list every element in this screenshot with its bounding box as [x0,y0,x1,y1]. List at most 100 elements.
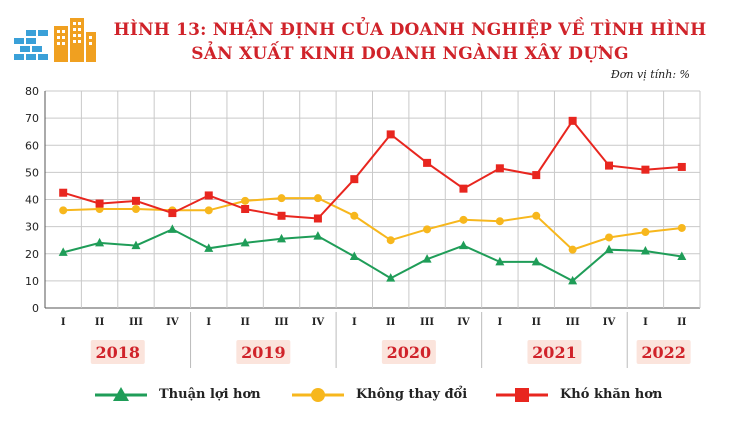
year-label-bg [527,340,582,364]
data-point-thuan-loi-hon [240,237,250,247]
data-point-thuan-loi-hon [349,251,359,260]
data-point-thuan-loi-hon [167,224,177,233]
data-point-khong-thay-doi [59,206,68,215]
y-tick-label: 50 [25,166,39,179]
year-label: 2021 [532,343,577,362]
x-tick-label: II [532,317,542,328]
data-point-khong-thay-doi [313,194,322,203]
data-point-kho-khan-hon [277,211,286,220]
data-point-kho-khan-hon [59,188,68,197]
data-point-thuan-loi-hon [204,243,214,252]
x-tick-label: IV [457,317,470,328]
x-tick-label: III [420,317,434,328]
x-tick-label: I [206,317,211,328]
legend-item: Không thay đổi [290,384,467,404]
data-point-kho-khan-hon [350,175,359,184]
y-tick-label: 30 [25,221,39,234]
data-point-kho-khan-hon [131,196,140,205]
x-tick-label: II [240,317,250,328]
legend-label: Không thay đổi [356,386,468,402]
data-point-thuan-loi-hon [568,275,578,285]
logo-icon [14,18,96,62]
data-point-thuan-loi-hon [131,240,141,250]
data-point-kho-khan-hon [386,130,395,139]
y-tick-label: 10 [25,275,39,288]
x-tick-label: I [643,317,648,328]
x-tick-label: III [566,317,580,328]
legend-label: Thuận lợi hơn [159,386,261,402]
data-point-kho-khan-hon [313,214,322,223]
data-point-khong-thay-doi [277,194,286,203]
legend-item: Thuận lợi hơn [93,384,261,404]
data-point-khong-thay-doi [641,228,650,237]
y-tick-label: 70 [25,112,39,125]
data-point-khong-thay-doi [131,204,140,213]
data-point-khong-thay-doi [350,211,359,220]
x-tick-label: IV [603,317,616,328]
year-label: 2019 [241,343,286,362]
year-label-bg [636,340,691,364]
data-point-thuan-loi-hon [58,247,68,256]
data-point-thuan-loi-hon [640,246,650,255]
series-line-3 [62,119,682,220]
data-point-kho-khan-hon [95,199,104,208]
data-point-kho-khan-hon [568,116,577,125]
data-point-kho-khan-hon [495,164,504,173]
data-point-kho-khan-hon [168,209,177,218]
data-point-thuan-loi-hon [677,251,687,260]
year-label-bg [381,340,436,364]
x-tick-label: IV [166,317,179,328]
chart-title: HÌNH 13: NHẬN ĐỊNH CỦA DOANH NGHIỆP VỀ T… [110,18,710,66]
x-tick-label: IV [312,317,325,328]
data-point-thuan-loi-hon [386,273,396,282]
unit-label: Đơn vị tính: % [610,68,690,81]
data-point-thuan-loi-hon [495,256,505,266]
data-point-khong-thay-doi [386,236,395,245]
legend-label: Khó khăn hơn [560,386,663,402]
x-tick-label: II [677,317,687,328]
y-tick-label: 40 [25,194,39,207]
legend-marker-icon [292,388,344,402]
x-tick-label: I [498,317,503,328]
data-point-khong-thay-doi [568,245,577,254]
series-line-1 [62,228,682,283]
chart-title-line-2: SẢN XUẤT KINH DOANH NGÀNH XÂY DỰNG [191,44,629,64]
data-point-thuan-loi-hon [458,240,468,250]
y-tick-label: 0 [32,302,39,315]
data-point-kho-khan-hon [459,184,468,193]
data-point-khong-thay-doi [423,225,432,234]
data-point-kho-khan-hon [532,171,541,180]
data-point-thuan-loi-hon [422,254,432,263]
data-point-kho-khan-hon [641,165,650,174]
data-point-thuan-loi-hon [531,256,541,266]
data-point-thuan-loi-hon [313,231,323,240]
data-point-khong-thay-doi [532,211,541,220]
legend-item: Khó khăn hơn [494,384,662,404]
data-point-kho-khan-hon [605,161,614,170]
year-label: 2020 [387,343,432,362]
chart-title-line-1: HÌNH 13: NHẬN ĐỊNH CỦA DOANH NGHIỆP VỀ T… [113,20,707,40]
legend-marker-icon [95,387,147,401]
year-label: 2018 [96,343,141,362]
legend-marker-icon [496,388,548,402]
x-tick-label: III [275,317,289,328]
x-tick-label: II [386,317,396,328]
year-label-bg [236,340,291,364]
data-point-khong-thay-doi [495,217,504,226]
x-tick-label: III [129,317,143,328]
data-point-khong-thay-doi [241,196,250,205]
x-tick-label: II [95,317,105,328]
data-point-kho-khan-hon [677,162,686,171]
legend: Thuận lợi hơn Không thay đổi Khó khăn hơn [0,384,730,410]
x-tick-label: I [61,317,66,328]
year-label-bg [90,340,145,364]
data-point-khong-thay-doi [677,223,686,232]
data-point-kho-khan-hon [204,191,213,200]
x-tick-label: I [352,317,357,328]
y-tick-label: 60 [25,139,39,152]
data-point-khong-thay-doi [204,206,213,215]
data-point-khong-thay-doi [459,215,468,224]
year-label: 2022 [641,343,686,362]
data-point-thuan-loi-hon [604,244,614,254]
data-point-thuan-loi-hon [277,233,287,243]
